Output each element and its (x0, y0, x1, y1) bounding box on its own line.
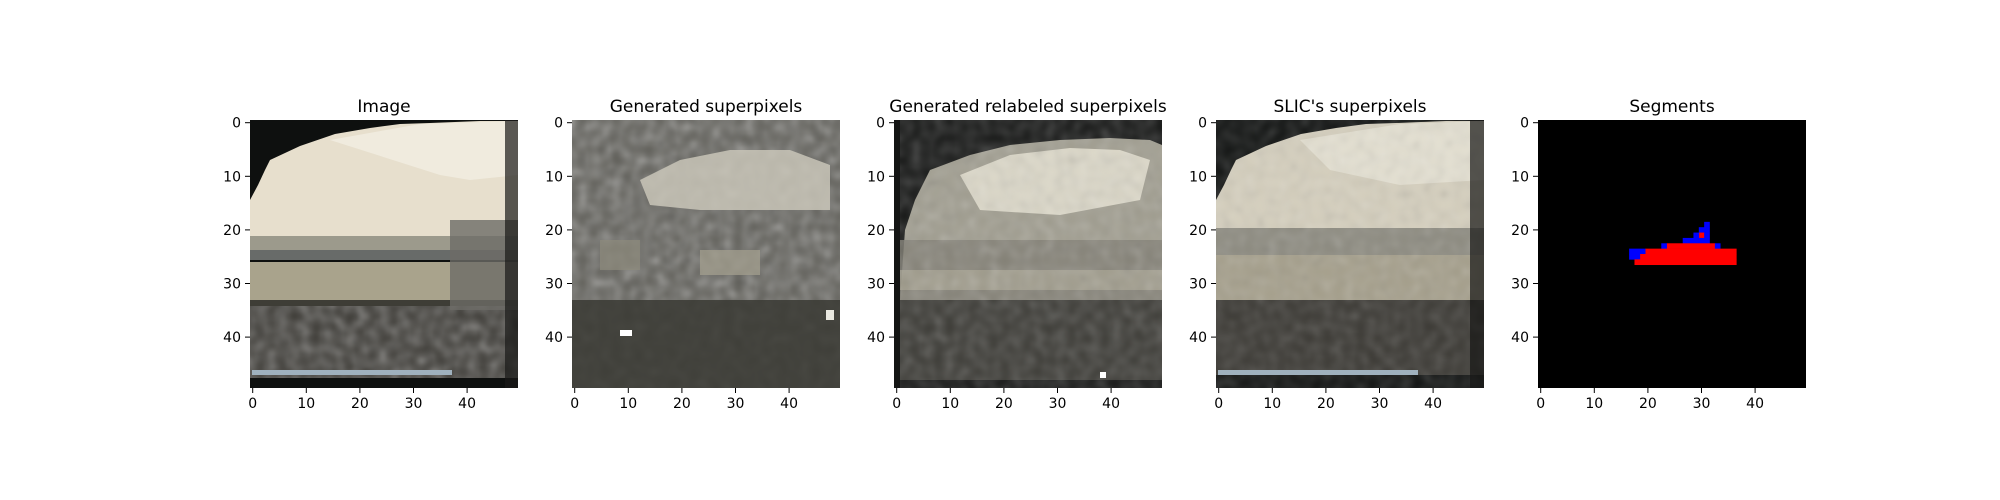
x-tick-label: 30 (727, 396, 745, 412)
segment-edge-pixel (1698, 227, 1710, 233)
segment-edge-pixel (1682, 237, 1710, 244)
segment-fill-pixel (1645, 248, 1737, 255)
y-tick-label: 0 (554, 116, 563, 132)
x-tick-label: 20 (351, 396, 369, 412)
x-axis: 0 10 20 30 40 (1536, 388, 1764, 412)
segment-fill-pixel (1666, 243, 1716, 249)
y-axis: 0 10 20 30 40 (1511, 116, 1538, 346)
x-tick-label: 20 (673, 396, 691, 412)
x-tick-label: 10 (1263, 396, 1281, 412)
x-tick-label: 30 (1049, 396, 1067, 412)
x-tick-label: 40 (1424, 396, 1442, 412)
x-tick-label: 40 (1102, 396, 1120, 412)
x-tick-label: 10 (941, 396, 959, 412)
x-tick-label: 40 (458, 396, 476, 412)
x-axis: 0 10 20 30 40 (892, 388, 1120, 412)
x-tick-label: 30 (1371, 396, 1389, 412)
y-tick-label: 20 (545, 223, 563, 239)
x-tick-label: 30 (1693, 396, 1711, 412)
panel-image: Image 0 10 20 30 40 (223, 97, 518, 412)
y-axis: 0 10 20 30 40 (545, 116, 572, 346)
y-tick-label: 40 (223, 330, 241, 346)
y-tick-label: 40 (545, 330, 563, 346)
panel-generated-superpixels: Generated superpixels 0 10 20 30 40 (545, 97, 840, 412)
segment-edge-pixel (1693, 232, 1700, 239)
segment-edge-pixel (1704, 232, 1710, 239)
segment-edge-pixel (1704, 221, 1710, 228)
y-tick-label: 30 (545, 277, 563, 293)
superpixel-plot (1216, 120, 1484, 388)
x-tick-label: 0 (1214, 396, 1223, 412)
segment-fill-pixel (1634, 259, 1737, 266)
image-plot (250, 120, 518, 388)
y-tick-label: 20 (223, 223, 241, 239)
x-tick-label: 40 (780, 396, 798, 412)
y-tick-label: 0 (232, 116, 241, 132)
x-tick-label: 10 (1585, 396, 1603, 412)
y-tick-label: 30 (867, 277, 885, 293)
y-axis: 0 10 20 30 40 (867, 116, 894, 346)
x-tick-label: 0 (892, 396, 901, 412)
x-tick-label: 10 (619, 396, 637, 412)
panel-relabeled-superpixels: Generated relabeled superpixels 0 10 20 … (867, 97, 1167, 412)
x-tick-label: 20 (995, 396, 1013, 412)
x-tick-label: 20 (1317, 396, 1335, 412)
panel-title: SLIC's superpixels (1273, 97, 1426, 117)
y-tick-label: 30 (223, 277, 241, 293)
y-tick-label: 20 (1511, 223, 1529, 239)
x-tick-label: 30 (405, 396, 423, 412)
segments-plot (1538, 120, 1806, 388)
x-tick-label: 0 (1536, 396, 1545, 412)
y-axis: 0 10 20 30 40 (1189, 116, 1216, 346)
panel-title: Segments (1629, 97, 1715, 117)
superpixel-plot (572, 120, 840, 388)
superpixel-plot (894, 120, 1162, 388)
segment-edge-pixel (1714, 243, 1721, 249)
y-tick-label: 10 (545, 169, 563, 185)
segment-edge-pixel (1661, 243, 1667, 249)
panel-slic-superpixels: SLIC's superpixels 0 10 20 30 40 (1189, 97, 1484, 412)
x-tick-label: 0 (570, 396, 579, 412)
y-tick-label: 10 (1511, 169, 1529, 185)
x-axis: 0 10 20 30 40 (570, 388, 798, 412)
y-tick-label: 10 (223, 169, 241, 185)
y-tick-label: 40 (1189, 330, 1207, 346)
y-tick-label: 30 (1511, 277, 1529, 293)
segment-fill-pixel (1698, 232, 1705, 239)
panel-title: Generated superpixels (610, 97, 803, 117)
y-axis: 0 10 20 30 40 (223, 116, 250, 346)
y-tick-label: 0 (1520, 116, 1529, 132)
x-tick-label: 40 (1746, 396, 1764, 412)
y-tick-label: 40 (1511, 330, 1529, 346)
x-axis: 0 10 20 30 40 (248, 388, 476, 412)
x-tick-label: 0 (248, 396, 257, 412)
panel-title: Generated relabeled superpixels (889, 97, 1167, 117)
x-axis: 0 10 20 30 40 (1214, 388, 1442, 412)
x-tick-label: 20 (1639, 396, 1657, 412)
panel-segments: Segments 0 10 20 30 40 0 10 20 30 40 (1511, 97, 1806, 412)
segment-edge-pixel (1629, 254, 1641, 260)
y-tick-label: 30 (1189, 277, 1207, 293)
segment-fill-pixel (1639, 254, 1737, 260)
y-tick-label: 10 (867, 169, 885, 185)
panel-title: Image (357, 97, 410, 117)
y-tick-label: 0 (1198, 116, 1207, 132)
segment-edge-pixel (1629, 248, 1646, 255)
y-tick-label: 40 (867, 330, 885, 346)
y-tick-label: 20 (1189, 223, 1207, 239)
y-tick-label: 0 (876, 116, 885, 132)
y-tick-label: 20 (867, 223, 885, 239)
y-tick-label: 10 (1189, 169, 1207, 185)
x-tick-label: 10 (297, 396, 315, 412)
